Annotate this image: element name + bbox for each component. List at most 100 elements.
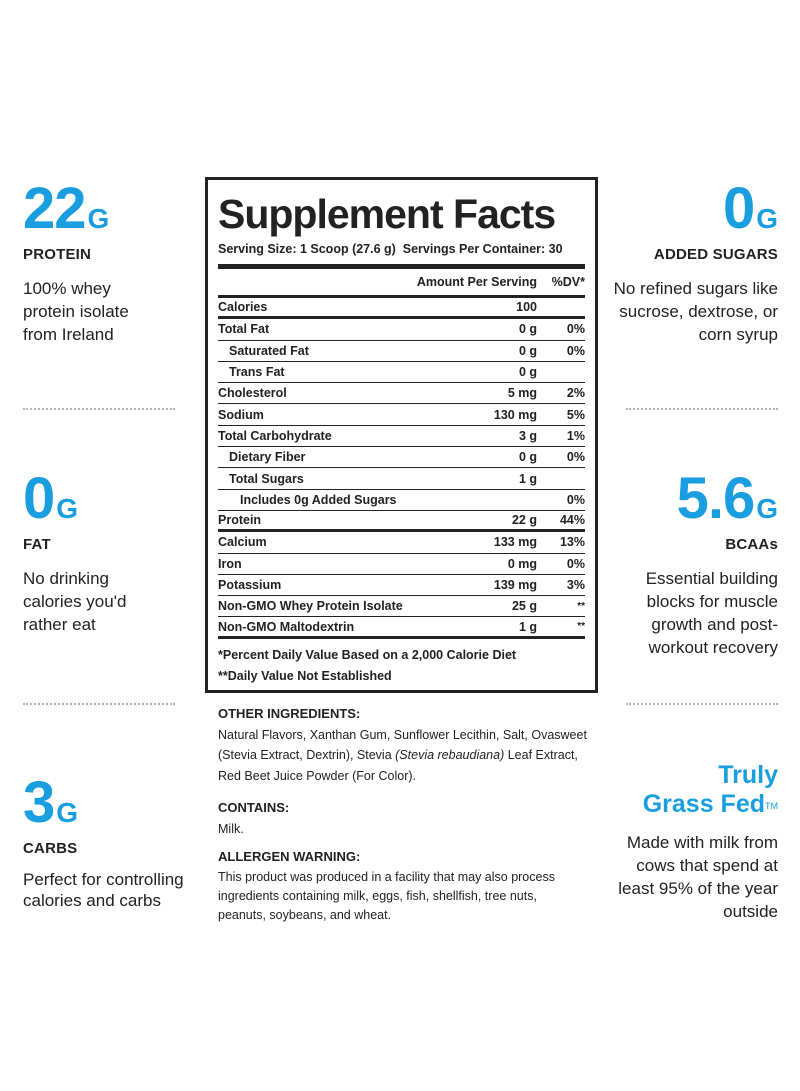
mid-rule	[218, 295, 585, 298]
nutrient-amount: 0 g	[518, 365, 537, 380]
allergen-warning-heading: ALLERGEN WARNING:	[218, 849, 361, 864]
carbs-value: 3G	[23, 770, 79, 835]
nutrient-amount: 0 g	[518, 322, 537, 337]
grass-fed-line1: Truly	[718, 761, 778, 789]
supplement-facts-panel: Supplement Facts Serving Size: 1 Scoop (…	[205, 177, 598, 693]
facts-row: Includes 0g Added Sugars 0%	[218, 490, 585, 511]
added-sugars-label: ADDED SUGARS	[653, 246, 778, 263]
nutrient-amount: 139 mg	[493, 578, 537, 592]
nutrient-amount: 0 g	[518, 343, 537, 358]
nutrient-dv: **	[577, 600, 585, 612]
facts-row: Trans Fat 0 g	[218, 362, 585, 384]
nutrient-dv: 3%	[566, 578, 585, 592]
footnotes: *Percent Daily Value Based on a 2,000 Ca…	[218, 645, 585, 688]
fat-desc: No drinking calories you'd rather eat	[23, 569, 127, 634]
carbs-stat: 3G CARBS Perfect for controlling calorie…	[23, 774, 203, 911]
contains-heading: CONTAINS:	[218, 800, 290, 815]
nutrient-dv: 1%	[566, 428, 585, 443]
nutrient-name: Total Fat	[218, 322, 270, 337]
facts-header: Amount Per Serving %DV*	[218, 269, 585, 295]
nutrient-dv: **	[577, 621, 585, 633]
nutrient-dv: 0%	[566, 450, 585, 465]
added-sugars-stat: 0G ADDED SUGARS No refined sugars like s…	[598, 180, 778, 346]
facts-row: Non-GMO Whey Protein Isolate 25 g **	[218, 596, 585, 618]
amount-per-serving-header: Amount Per Serving	[416, 275, 537, 289]
grass-fed-desc: Made with milk from cows that spend at l…	[618, 833, 778, 921]
facts-row: Calcium 133 mg 13%	[218, 532, 585, 554]
nutrient-amount: 0 g	[518, 450, 537, 465]
nutrient-name: Sodium	[218, 407, 264, 422]
nutrient-name: Calcium	[218, 535, 267, 550]
protein-value: 22G	[23, 176, 110, 241]
nutrient-name: Saturated Fat	[229, 343, 309, 358]
facts-row: Calories 100	[218, 298, 585, 320]
nutrient-amount: 133 mg	[493, 535, 537, 550]
protein-stat: 22G PROTEIN 100% whey protein isolate fr…	[23, 180, 203, 346]
facts-row: Dietary Fiber 0 g 0%	[218, 447, 585, 469]
divider	[23, 703, 175, 705]
nutrient-amount: 1 g	[518, 619, 537, 634]
nutrient-name: Includes 0g Added Sugars	[240, 492, 397, 507]
carbs-desc: Perfect for controlling calories and car…	[23, 870, 184, 910]
nutrient-amount: 0 mg	[507, 556, 537, 571]
nutrient-amount: 5 mg	[507, 386, 537, 401]
nutrient-amount: 25 g	[511, 599, 537, 614]
facts-rows: Calories 100 Total Fat 0 g 0% Saturated Fat 0 …	[218, 298, 585, 639]
grass-fed-stat: Truly Grass FedTM Made with milk from co…	[598, 761, 778, 923]
fat-stat: 0G FAT No drinking calories you'd rather…	[23, 470, 203, 636]
nutrient-dv: 13%	[559, 535, 585, 550]
supplement-facts-title: Supplement Facts	[218, 191, 556, 237]
bcaa-value: 5.6G	[676, 466, 778, 531]
divider	[626, 703, 778, 705]
facts-row: Total Fat 0 g 0%	[218, 319, 585, 341]
nutrient-name: Total Sugars	[229, 471, 304, 486]
grass-fed-line2: Grass FedTM	[642, 790, 778, 818]
divider	[23, 408, 175, 410]
contains-text: Milk.	[218, 821, 244, 836]
nutrient-amount: 22 g	[511, 513, 537, 528]
nutrient-amount: 1 g	[518, 471, 537, 486]
nutrient-dv: 5%	[566, 407, 585, 422]
nutrient-dv: 0%	[566, 343, 585, 358]
nutrient-dv: 0%	[566, 556, 585, 571]
bcaa-stat: 5.6G BCAAs Essential building blocks for…	[598, 470, 778, 659]
facts-row: Saturated Fat 0 g 0%	[218, 341, 585, 362]
fat-value: 0G	[23, 466, 79, 531]
other-ingredients-heading: OTHER INGREDIENTS:	[218, 706, 361, 721]
dv-header: %DV*	[551, 275, 585, 289]
facts-row: Protein 22 g 44%	[218, 511, 585, 533]
facts-row: Total Sugars 1 g	[218, 468, 585, 490]
divider	[626, 408, 778, 410]
bcaa-desc: Essential building blocks for muscle gro…	[645, 569, 778, 657]
facts-row: Cholesterol 5 mg 2%	[218, 383, 585, 405]
nutrient-name: Protein	[218, 513, 262, 528]
fat-label: FAT	[23, 536, 51, 553]
nutrient-dv: 44%	[559, 513, 585, 528]
added-sugars-desc: No refined sugars like sucrose, dextrose…	[613, 279, 778, 344]
allergen-warning-text: This product was produced in a facility …	[218, 869, 555, 922]
bcaa-label: BCAAs	[725, 536, 778, 553]
nutrient-name: Cholesterol	[218, 386, 287, 401]
ingredients-section: OTHER INGREDIENTS: Natural Flavors, Xant…	[218, 704, 588, 925]
trademark-mark: TM	[765, 801, 778, 811]
nutrient-amount: 130 mg	[493, 407, 537, 422]
nutrient-amount: 100	[516, 300, 537, 315]
facts-row: Potassium 139 mg 3%	[218, 575, 585, 597]
footnote-percent-dv: *Percent Daily Value Based on a 2,000 Ca…	[218, 647, 517, 662]
protein-label: PROTEIN	[23, 246, 92, 263]
nutrient-dv: 2%	[566, 386, 585, 401]
nutrient-name: Trans Fat	[229, 365, 285, 380]
nutrient-name: Iron	[218, 556, 242, 571]
nutrient-dv: 0%	[566, 322, 585, 337]
thick-rule	[218, 264, 585, 269]
nutrient-name: Total Carbohydrate	[218, 428, 332, 443]
added-sugars-value: 0G	[722, 176, 778, 241]
nutrient-dv: 0%	[566, 492, 585, 507]
facts-row: Non-GMO Maltodextrin 1 g **	[218, 617, 585, 639]
protein-desc: 100% whey protein isolate from Ireland	[23, 279, 129, 344]
footnote-not-established: **Daily Value Not Established	[218, 669, 392, 684]
nutrient-name: Non-GMO Maltodextrin	[218, 619, 355, 634]
nutrient-amount: 3 g	[518, 428, 537, 443]
carbs-label: CARBS	[23, 840, 78, 857]
facts-row: Iron 0 mg 0%	[218, 554, 585, 575]
